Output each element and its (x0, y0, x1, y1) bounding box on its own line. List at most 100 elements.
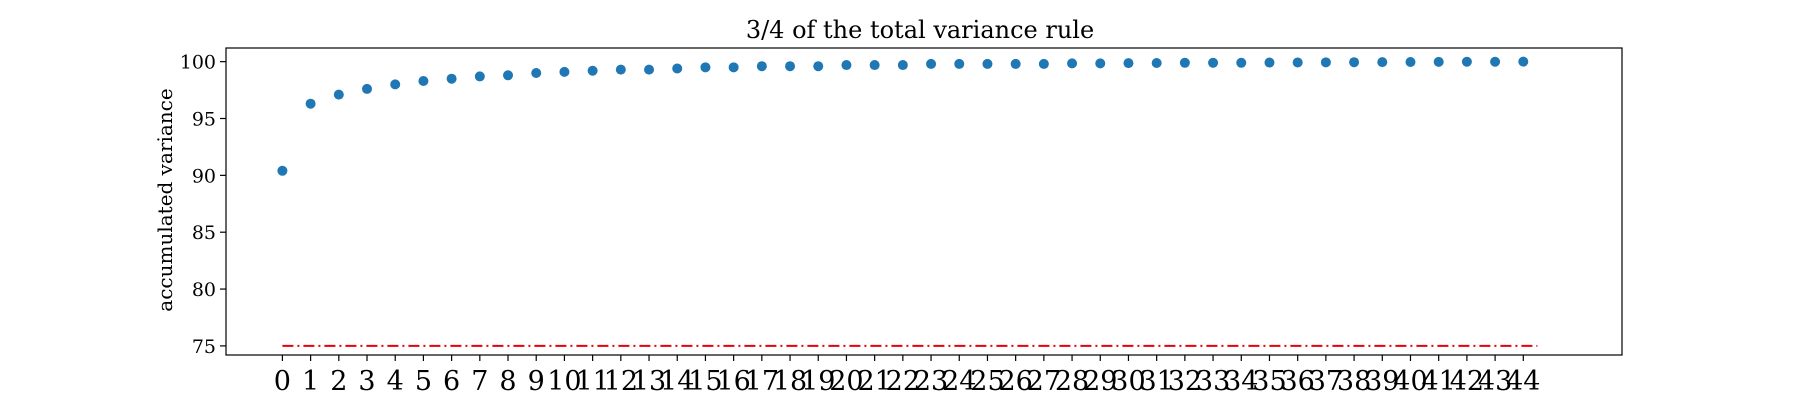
x-tick-label: 34 (1224, 366, 1258, 397)
x-tick-label: 35 (1252, 366, 1286, 397)
x-tick-label: 21 (857, 366, 891, 397)
x-tick-label: 4 (387, 366, 404, 397)
x-axis-ticks: 0 1 2 3 4 5 6 7 8 9 101112131415161718192021222324… (274, 355, 1540, 397)
x-tick-label: 27 (1027, 366, 1061, 397)
data-point (446, 73, 457, 84)
data-point (1264, 57, 1275, 68)
data-point (1236, 57, 1247, 68)
data-point (954, 58, 965, 69)
chart-title: 3/4 of the total variance rule (746, 16, 1094, 44)
x-tick-label: 30 (1111, 366, 1145, 397)
data-point (1038, 58, 1049, 69)
data-point (1320, 57, 1331, 68)
data-point (644, 64, 655, 75)
data-point (305, 98, 316, 109)
data-point (1123, 58, 1134, 69)
data-point (785, 61, 796, 72)
x-tick-label: 24 (942, 366, 976, 397)
y-tick-label: 100 (180, 52, 216, 74)
x-tick-label: 0 (274, 366, 291, 397)
x-tick-label: 11 (575, 366, 609, 397)
x-tick-label: 36 (1280, 366, 1314, 397)
y-tick-label: 80 (192, 279, 216, 301)
x-tick-label: 5 (415, 366, 432, 397)
data-point (700, 62, 711, 73)
x-tick-label: 38 (1337, 366, 1371, 397)
data-point (333, 89, 344, 100)
data-point (1151, 58, 1162, 69)
y-tick-label: 95 (192, 108, 216, 130)
x-tick-label: 37 (1309, 366, 1343, 397)
data-point (841, 60, 852, 71)
x-tick-label: 44 (1506, 366, 1540, 397)
data-point (1518, 56, 1529, 67)
data-point (1461, 56, 1472, 67)
x-tick-label: 40 (1393, 366, 1427, 397)
x-tick-label: 2 (330, 366, 347, 397)
x-tick-label: 39 (1365, 366, 1399, 397)
data-point (869, 60, 880, 71)
x-tick-label: 17 (745, 366, 779, 397)
x-tick-label: 29 (1083, 366, 1117, 397)
x-tick-label: 9 (528, 366, 545, 397)
x-tick-label: 20 (829, 366, 863, 397)
data-point (474, 71, 485, 82)
x-tick-label: 15 (688, 366, 722, 397)
x-tick-label: 25 (970, 366, 1004, 397)
x-tick-label: 18 (773, 366, 807, 397)
x-tick-label: 41 (1422, 366, 1456, 397)
x-tick-label: 12 (604, 366, 638, 397)
data-point (813, 61, 824, 72)
x-tick-label: 43 (1478, 366, 1512, 397)
x-tick-label: 19 (801, 366, 835, 397)
x-tick-label: 1 (302, 366, 319, 397)
x-tick-label: 3 (358, 366, 375, 397)
plot-frame (225, 47, 1623, 356)
x-tick-label: 31 (1139, 366, 1173, 397)
data-point (503, 70, 514, 81)
data-point (926, 58, 937, 69)
x-tick-label: 26 (998, 366, 1032, 397)
x-tick-label: 13 (632, 366, 666, 397)
x-tick-label: 7 (471, 366, 488, 397)
data-point (897, 60, 908, 71)
data-point (277, 165, 288, 176)
x-tick-label: 42 (1450, 366, 1484, 397)
y-tick-label: 90 (192, 165, 216, 187)
data-point (1010, 58, 1021, 69)
y-tick-label: 85 (192, 222, 216, 244)
x-tick-label: 10 (547, 366, 581, 397)
data-point (672, 63, 683, 74)
data-point (1490, 56, 1501, 67)
x-tick-label: 28 (1055, 366, 1089, 397)
points-layer (277, 56, 1529, 176)
data-point (615, 64, 626, 75)
data-point (1349, 57, 1360, 68)
data-point (756, 61, 767, 72)
data-point (982, 58, 993, 69)
x-tick-label: 23 (914, 366, 948, 397)
data-point (362, 83, 373, 94)
x-tick-label: 22 (886, 366, 920, 397)
data-point (587, 65, 598, 76)
x-tick-label: 14 (660, 366, 694, 397)
data-point (1095, 58, 1106, 69)
y-axis-label: accumulated variance (153, 88, 177, 311)
x-tick-label: 33 (1196, 366, 1230, 397)
data-point (1067, 58, 1078, 69)
data-point (559, 66, 570, 77)
x-tick-label: 8 (499, 366, 516, 397)
y-axis-ticks: 75 80 85 90 95 100 (180, 52, 226, 358)
data-point (1208, 57, 1219, 68)
data-point (1377, 57, 1388, 68)
data-point (1179, 57, 1190, 68)
x-tick-label: 16 (716, 366, 750, 397)
data-point (1405, 56, 1416, 67)
data-point (390, 79, 401, 90)
x-tick-label: 6 (443, 366, 460, 397)
data-point (531, 68, 542, 79)
data-point (1433, 56, 1444, 67)
data-point (1292, 57, 1303, 68)
x-tick-label: 32 (1168, 366, 1202, 397)
